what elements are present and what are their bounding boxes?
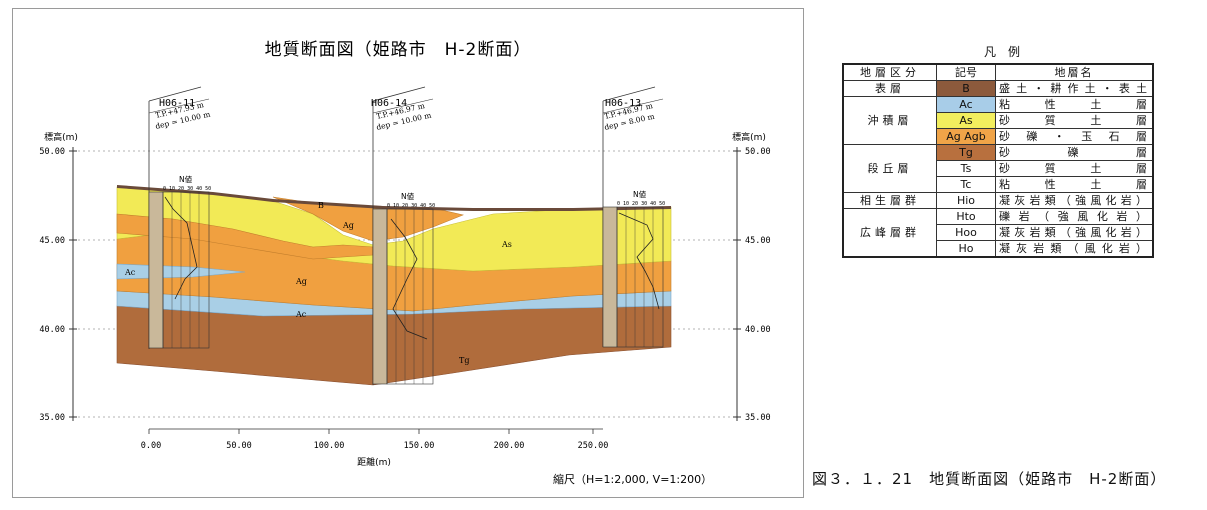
- x-tick: 0.00: [141, 441, 161, 451]
- n-value-header: N値: [401, 191, 415, 201]
- legend-header-symbol: 記号: [936, 63, 996, 81]
- x-tick: 100.00: [314, 441, 345, 451]
- y-tick-left: 35.00: [39, 413, 65, 423]
- legend-row: Hoo 凝灰岩類（強風化岩）: [843, 224, 1154, 241]
- legend-layer-name: 凝灰岩類（風化岩）: [995, 240, 1154, 258]
- legend-symbol: Hoo: [936, 224, 996, 241]
- legend-layer-name: 粘性土層: [995, 96, 1154, 113]
- legend-symbol: Ho: [936, 240, 996, 258]
- legend-title: 凡 例: [983, 45, 1020, 59]
- legend-symbol: Hto: [936, 208, 996, 225]
- legend-layer-name: 砂礫層: [995, 144, 1154, 161]
- x-tick: 250.00: [578, 441, 609, 451]
- legend-symbol: As: [936, 112, 996, 129]
- legend-layer-name: 凝灰岩類（強風化岩）: [995, 192, 1154, 209]
- n-value-header: N値: [633, 189, 647, 199]
- legend-category: 相生層群: [842, 192, 937, 209]
- n-value-ticks: 0 10 20 30 40 50: [617, 201, 665, 207]
- legend-category: 沖積層: [842, 96, 937, 145]
- legend-row: 段丘層 Tg 砂礫層: [842, 144, 1154, 193]
- layer-label-ag-lower: Ag: [295, 277, 307, 286]
- y-tick-right: 35.00: [745, 413, 771, 423]
- y-tick-right: 45.00: [745, 236, 771, 246]
- layer-tg: [116, 305, 672, 386]
- diagram-title: 地質断面図（姫路市 H-2断面）: [265, 40, 532, 60]
- borehole-id: H06-14: [371, 98, 407, 109]
- y-tick-right: 40.00: [745, 325, 771, 335]
- legend-layer-name: 砂質土層: [995, 112, 1154, 129]
- legend-symbol: Ac: [936, 96, 996, 113]
- y-tick-left: 45.00: [39, 236, 65, 246]
- legend-row: 沖積層 Ac 粘性土層: [842, 96, 1154, 145]
- section-panel: 地質断面図（姫路市 H-2断面） 標高(m) 標高(m) 50.00 45.00…: [12, 8, 804, 498]
- y-axis-label-right: 標高(m): [732, 131, 766, 143]
- legend-category: 表層: [842, 80, 937, 97]
- strata: [116, 185, 672, 386]
- legend-symbol: Hio: [936, 192, 996, 209]
- legend-layer-name: 砂礫・玉石層: [995, 128, 1154, 145]
- legend-layer-name: 礫岩（強風化岩）: [995, 208, 1154, 225]
- borehole-id: H06-13: [605, 98, 641, 109]
- legend-row: 表層 B 盛土・耕作土・表土: [842, 80, 1154, 97]
- y-tick-right: 50.00: [745, 147, 771, 157]
- legend-symbol: Ag Agb: [936, 128, 996, 145]
- legend-row: Ho 凝灰岩類（風化岩）: [843, 240, 1154, 258]
- legend-row: Ag Agb 砂礫・玉石層: [843, 128, 1154, 145]
- x-tick: 50.00: [226, 441, 252, 451]
- legend-row: 相生層群 Hio 凝灰岩類（強風化岩）: [842, 192, 1154, 209]
- cross-section-diagram: 地質断面図（姫路市 H-2断面） 標高(m) 標高(m) 50.00 45.00…: [39, 40, 771, 486]
- y-tick-left: 40.00: [39, 325, 65, 335]
- layer-label-ac-lens: Ac: [124, 268, 136, 277]
- legend-header-row: 地層区分 記号 地層名: [842, 63, 1154, 81]
- legend-category: 段丘層: [842, 144, 937, 193]
- legend-panel: 凡 例 地層区分 記号 地層名 表層 B 盛土・耕作土・表土 沖積層 Ac 粘性…: [836, 43, 1168, 268]
- legend-category: 広峰層群: [842, 208, 937, 258]
- legend-layer-name: 凝灰岩類（強風化岩）: [995, 224, 1154, 241]
- elevation-axes: [69, 147, 741, 421]
- scale-note: 縮尺（H=1:2,000, V=1:200）: [553, 472, 712, 486]
- legend-table: 地層区分 記号 地層名 表層 B 盛土・耕作土・表土 沖積層 Ac 粘性土層 A…: [842, 63, 1154, 258]
- x-tick: 150.00: [404, 441, 435, 451]
- legend-symbol: B: [936, 80, 996, 97]
- legend-layer-name: 盛土・耕作土・表土: [995, 80, 1154, 97]
- legend-symbol: Tc: [936, 176, 996, 193]
- legend-symbol: Tg: [936, 144, 996, 161]
- n-value-header: N値: [179, 174, 193, 184]
- legend-layer-name: 砂質土層: [995, 160, 1154, 177]
- legend-row: 広峰層群 Hto 礫岩（強風化岩）: [842, 208, 1154, 258]
- legend-header-category: 地層区分: [842, 63, 937, 81]
- x-tick: 200.00: [494, 441, 525, 451]
- legend-symbol: Ts: [936, 160, 996, 177]
- x-axis-label: 距離(m): [357, 456, 391, 468]
- figure-caption: 図３．１．21 地質断面図（姫路市 H-2断面）: [812, 470, 1167, 488]
- borehole-id: H06-11: [159, 98, 195, 109]
- layer-label-b: B: [318, 201, 324, 210]
- legend-header-name: 地層名: [995, 63, 1154, 81]
- legend-layer-name: 粘性土層: [995, 176, 1154, 193]
- y-axis-label-left: 標高(m): [44, 131, 78, 143]
- layer-label-ag-upper: Ag: [342, 221, 354, 230]
- n-value-ticks: 0 10 20 30 40 50: [163, 186, 211, 192]
- layer-label-ac-lower: Ac: [295, 310, 307, 319]
- n-value-ticks: 0 10 20 30 40 50: [387, 203, 435, 209]
- distance-axis: 0.00 50.00 100.00 150.00 200.00 250.00 距…: [141, 428, 609, 468]
- layer-label-tg: Tg: [459, 356, 469, 365]
- layer-label-as: As: [501, 240, 512, 249]
- borehole-h06-14: H06-14 T.P.+46.97 m dep = 10.00 m N値 0 1…: [371, 86, 435, 385]
- y-tick-left: 50.00: [39, 147, 65, 157]
- legend-row: Tc 粘性土層: [843, 176, 1154, 193]
